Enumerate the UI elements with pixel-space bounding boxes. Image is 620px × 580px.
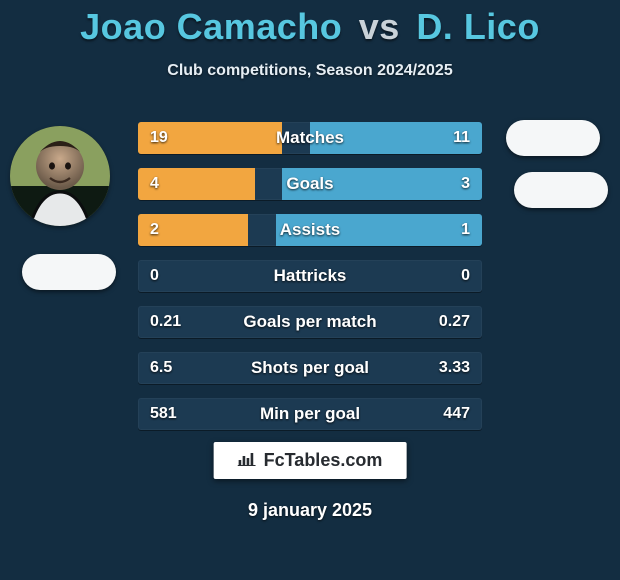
stat-row: 6.5 3.33Shots per goal bbox=[138, 352, 482, 384]
stat-value-left: 581 bbox=[150, 398, 177, 430]
club-badge-player1 bbox=[22, 254, 116, 290]
stat-row: 581 447Min per goal bbox=[138, 398, 482, 430]
chart-icon bbox=[238, 450, 256, 471]
stat-value-right: 11 bbox=[453, 122, 470, 154]
title-player2: D. Lico bbox=[416, 6, 540, 47]
stat-label: Min per goal bbox=[138, 398, 482, 430]
title-vs: vs bbox=[359, 6, 400, 47]
stat-value-left: 0 bbox=[150, 260, 159, 292]
stat-row: 43Goals bbox=[138, 168, 482, 200]
stat-row: 21Assists bbox=[138, 214, 482, 246]
stat-value-left: 19 bbox=[150, 122, 168, 154]
stat-value-left: 6.5 bbox=[150, 352, 172, 384]
date-label: 9 january 2025 bbox=[0, 500, 620, 521]
source-label: FcTables.com bbox=[264, 450, 383, 471]
stat-label: Shots per goal bbox=[138, 352, 482, 384]
stat-value-right: 1 bbox=[461, 214, 470, 246]
title-player1: Joao Camacho bbox=[80, 6, 342, 47]
stat-row: 1911Matches bbox=[138, 122, 482, 154]
avatar-player1 bbox=[10, 126, 110, 226]
stat-label: Goals per match bbox=[138, 306, 482, 338]
comparison-bars: 1911Matches43Goals21Assists00Hattricks0.… bbox=[138, 122, 482, 444]
subtitle: Club competitions, Season 2024/2025 bbox=[0, 62, 620, 80]
stat-value-right: 3.33 bbox=[439, 352, 470, 384]
stat-row: 0 0Hattricks bbox=[138, 260, 482, 292]
bar-fill-right bbox=[276, 214, 482, 246]
bar-fill-right bbox=[282, 168, 482, 200]
stat-row: 0.21 0.27Goals per match bbox=[138, 306, 482, 338]
stat-value-left: 2 bbox=[150, 214, 159, 246]
stat-value-right: 0 bbox=[461, 260, 470, 292]
club-badge-player2-a bbox=[506, 120, 600, 156]
stat-value-right: 0.27 bbox=[439, 306, 470, 338]
club-badge-player2-b bbox=[514, 172, 608, 208]
stat-value-left: 0.21 bbox=[150, 306, 181, 338]
source-badge: FcTables.com bbox=[214, 442, 407, 479]
stat-value-right: 3 bbox=[461, 168, 470, 200]
avatar-placeholder-icon bbox=[10, 126, 110, 226]
stat-value-left: 4 bbox=[150, 168, 159, 200]
page-title: Joao Camacho vs D. Lico bbox=[0, 0, 620, 48]
stat-value-right: 447 bbox=[443, 398, 470, 430]
stat-label: Hattricks bbox=[138, 260, 482, 292]
